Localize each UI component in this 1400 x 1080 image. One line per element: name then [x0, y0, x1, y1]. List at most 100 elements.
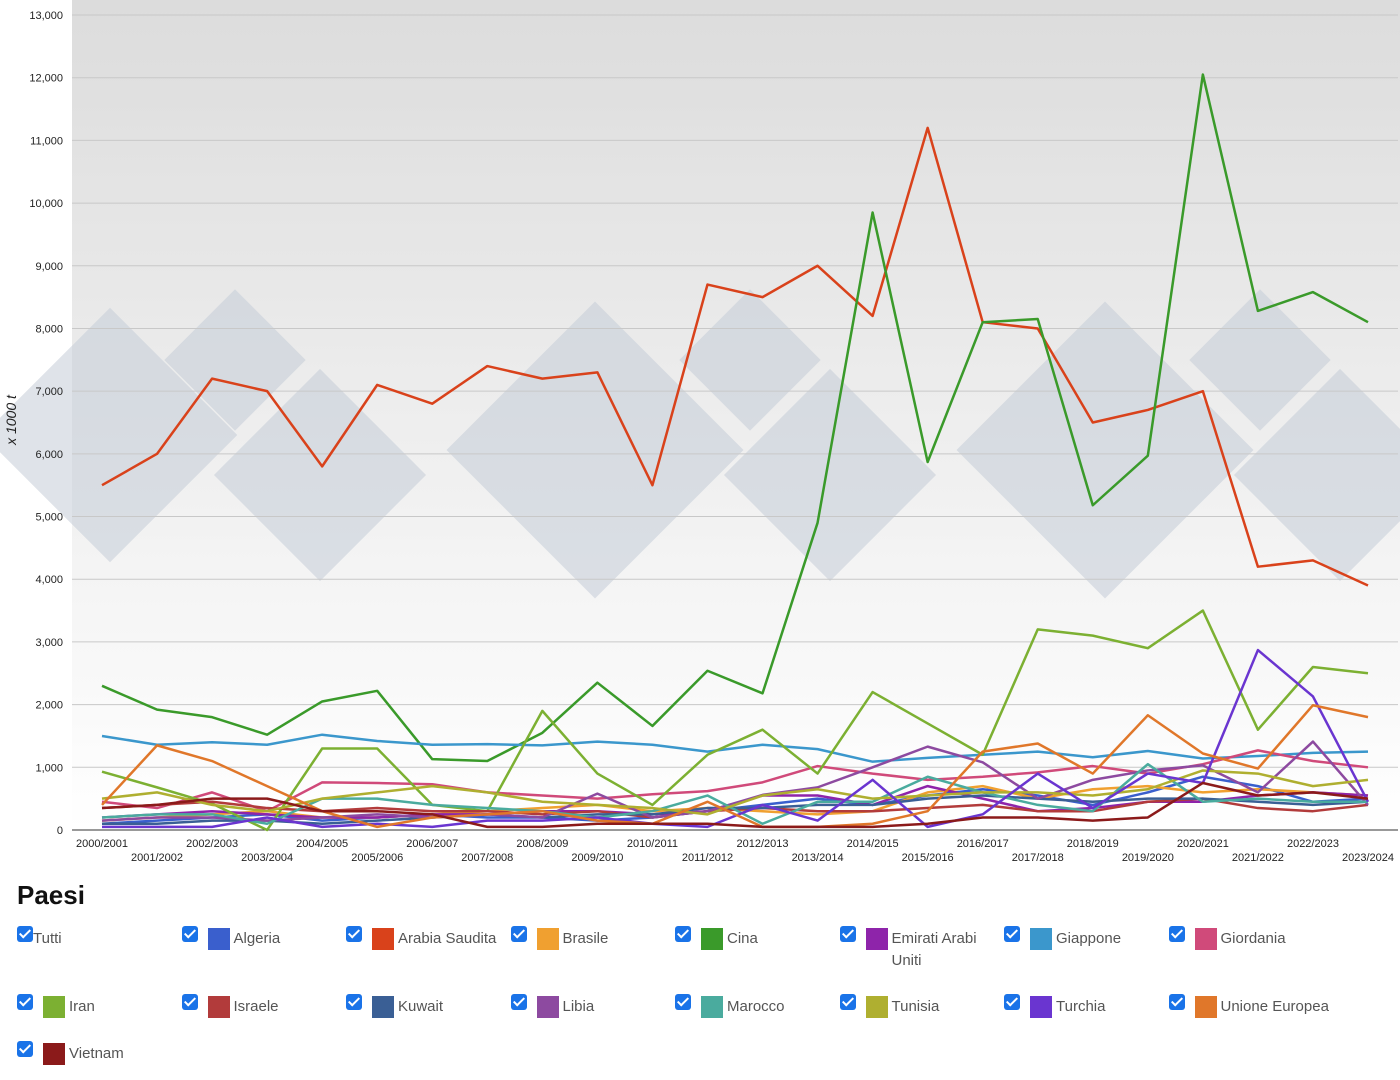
x-tick-label: 2010/2011 [627, 838, 678, 850]
x-tick-label: 2014/2015 [847, 838, 899, 850]
x-tick-label: 2019/2020 [1122, 852, 1174, 864]
legend-swatch [372, 996, 394, 1018]
legend-item[interactable]: Tutti [17, 926, 62, 950]
legend-item[interactable]: Turchia [1004, 994, 1105, 1018]
legend-swatch [865, 996, 888, 1018]
x-tick-label: 2011/2012 [682, 852, 733, 864]
checkbox[interactable] [181, 926, 198, 942]
legend-label: Turchia [1056, 998, 1106, 1015]
checkbox[interactable] [1004, 994, 1020, 1010]
x-tick-label: 2013/2014 [792, 852, 844, 864]
legend-title: Paesi [17, 880, 85, 910]
legend-swatch [536, 996, 559, 1018]
legend-item[interactable]: Iran [17, 994, 95, 1018]
legend-label: Libia [562, 998, 595, 1015]
x-tick-label: 2004/2005 [296, 838, 348, 850]
legend-label: Tutti [33, 930, 62, 947]
x-tick-label: 2020/2021 [1177, 838, 1229, 850]
legend-swatch [1030, 928, 1052, 950]
x-tick-label: 2018/2019 [1067, 838, 1119, 850]
checkbox[interactable] [1168, 926, 1185, 942]
legend-item[interactable]: Unione Europea [1168, 994, 1329, 1018]
x-tick-label: 2012/2013 [737, 838, 789, 850]
chart: x 1000 t 0 1,000 2,000 3,000 4,000 5,000 6,000… [0, 0, 1400, 864]
legend-item[interactable]: Arabia Saudita [346, 926, 496, 950]
legend-label: Emirati Arabi Uniti [891, 930, 977, 969]
legend-item[interactable]: Tunisia [839, 994, 939, 1018]
checkbox[interactable] [839, 994, 856, 1010]
checkbox[interactable] [675, 994, 691, 1010]
series-line [101, 609, 1369, 832]
y-tick-label: 9,000 [35, 261, 63, 273]
series-line [101, 781, 1369, 829]
legend-item[interactable]: Giappone [1004, 926, 1121, 950]
legend-swatch [207, 928, 230, 950]
legend-label: Marocco [727, 998, 785, 1015]
y-tick-label: 1,000 [35, 762, 63, 774]
legend-label: Iran [69, 998, 95, 1015]
series-line [101, 762, 1368, 825]
legend-item[interactable]: Algeria [181, 926, 280, 950]
checkbox[interactable] [839, 926, 856, 942]
y-axis-label: x 1000 t [3, 394, 19, 446]
checkbox[interactable] [346, 994, 362, 1010]
y-tick-label: 3,000 [35, 637, 63, 649]
y-tick-label: 13,000 [29, 10, 63, 22]
series-line [101, 126, 1369, 587]
legend-label: Tunisia [891, 998, 940, 1015]
legend-item[interactable]: Libia [510, 994, 594, 1018]
legend-label: Brasile [562, 930, 609, 947]
legend-item[interactable]: Brasile [510, 926, 608, 950]
legend-swatch [372, 928, 394, 950]
legend-swatch [701, 996, 723, 1018]
x-tick-label: 2003/2004 [241, 852, 293, 864]
legend-swatch [1030, 996, 1052, 1018]
legend-swatch [43, 1043, 65, 1065]
legend-item[interactable]: Israele [181, 994, 279, 1018]
legend-swatch [536, 928, 559, 950]
legend-swatch [207, 996, 230, 1018]
legend-label: Giordania [1220, 930, 1286, 947]
legend-item[interactable]: Emirati Arabi Uniti [839, 926, 1004, 972]
y-tick-label: 0 [57, 825, 63, 837]
legend-label: Kuwait [398, 998, 444, 1015]
y-tick-label: 5,000 [35, 512, 63, 524]
checkbox[interactable] [17, 926, 33, 942]
checkbox[interactable] [17, 994, 33, 1010]
checkbox[interactable] [1004, 926, 1020, 942]
checkbox[interactable] [181, 994, 198, 1010]
series-line [101, 703, 1369, 829]
legend-swatch [1194, 996, 1217, 1018]
legend-item[interactable]: Kuwait [346, 994, 443, 1018]
legend-item[interactable]: Vietnam [17, 1041, 124, 1065]
legend-item[interactable]: Marocco [675, 994, 785, 1018]
series-line [101, 749, 1369, 813]
checkbox[interactable] [1168, 994, 1185, 1010]
series-line [101, 733, 1369, 763]
x-tick-label: 2000/2001 [76, 838, 128, 850]
legend-label: Israele [233, 998, 279, 1015]
legend-item[interactable]: Cina [675, 926, 758, 950]
legend-swatch [865, 928, 888, 950]
legend-swatch [43, 996, 65, 1018]
x-tick-label: 2017/2018 [1012, 852, 1064, 864]
x-tick-label: 2015/2016 [902, 852, 954, 864]
legend-label: Arabia Saudita [398, 930, 497, 947]
y-tick-label: 4,000 [35, 574, 63, 586]
legend-swatch [1194, 928, 1217, 950]
series-line [102, 648, 1370, 829]
legend-label: Cina [727, 930, 758, 947]
y-tick-label: 2,000 [35, 700, 63, 712]
y-tick-label: 11,000 [30, 135, 63, 147]
x-tick-label: 2023/2024 [1342, 852, 1394, 864]
y-tick-label: 8,000 [35, 323, 63, 335]
y-tick-label: 6,000 [35, 449, 63, 461]
checkbox[interactable] [346, 926, 362, 942]
x-tick-label: 2005/2006 [351, 852, 403, 864]
checkbox[interactable] [510, 994, 527, 1010]
checkbox[interactable] [17, 1041, 33, 1057]
legend-item[interactable]: Giordania [1168, 926, 1286, 950]
checkbox[interactable] [675, 926, 691, 942]
series-line [101, 769, 1369, 816]
checkbox[interactable] [510, 926, 527, 942]
